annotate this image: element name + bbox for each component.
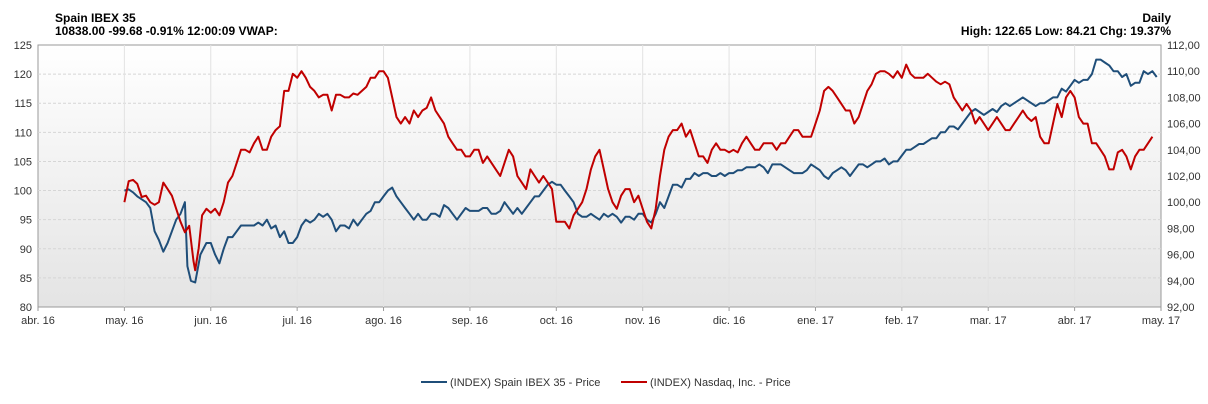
legend-label: (INDEX) Spain IBEX 35 - Price [450,377,600,389]
x-tick-label: oct. 16 [540,315,573,327]
left-tick-label: 90 [20,244,32,256]
left-tick-label: 125 [14,40,32,52]
left-tick-label: 105 [14,156,32,168]
right-tick-label: 100,00 [1167,197,1201,209]
right-tick-label: 102,00 [1167,171,1201,183]
x-tick-label: may. 17 [1142,315,1180,327]
left-tick-label: 85 [20,273,32,285]
x-tick-label: jul. 16 [281,315,311,327]
x-tick-label: jun. 16 [193,315,227,327]
right-tick-label: 106,00 [1167,119,1201,131]
right-tick-label: 96,00 [1167,250,1195,262]
x-tick-label: ago. 16 [365,315,402,327]
series-line-ibex35 [124,58,1158,284]
x-tick-label: abr. 16 [21,315,55,327]
x-tick-label: sep. 16 [452,315,488,327]
stats-line: High: 122.65 Low: 84.21 Chg: 19.37% [960,24,1171,38]
x-tick-label: may. 16 [105,315,143,327]
right-tick-label: 112,00 [1167,40,1200,52]
x-tick-label: feb. 17 [885,315,919,327]
x-tick-label: nov. 16 [625,315,660,327]
right-tick-label: 104,00 [1167,145,1201,157]
left-tick-label: 110 [14,127,32,139]
left-tick-label: 120 [14,69,32,81]
chart-title: Spain IBEX 35 [55,11,136,25]
right-tick-label: 108,00 [1167,92,1201,104]
left-tick-label: 115 [14,98,32,110]
period-label: Daily [1142,11,1171,25]
x-tick-label: mar. 17 [970,315,1007,327]
right-tick-label: 98,00 [1167,223,1195,235]
series-line-nasdaq [123,63,1154,272]
right-tick-label: 92,00 [1167,302,1195,314]
x-tick-label: dic. 16 [713,315,745,327]
x-tick-label: abr. 17 [1058,315,1092,327]
right-tick-label: 94,00 [1167,276,1195,288]
legend-label: (INDEX) Nasdaq, Inc. - Price [650,377,791,389]
right-tick-label: 110,00 [1167,66,1200,78]
x-tick-label: ene. 17 [797,315,834,327]
plot-area [37,44,1162,308]
left-tick-label: 100 [14,186,32,198]
left-tick-label: 95 [20,215,32,227]
quote-line: 10838.00 -99.68 -0.91% 12:00:09 VWAP: [55,24,278,38]
left-tick-label: 80 [20,302,32,314]
